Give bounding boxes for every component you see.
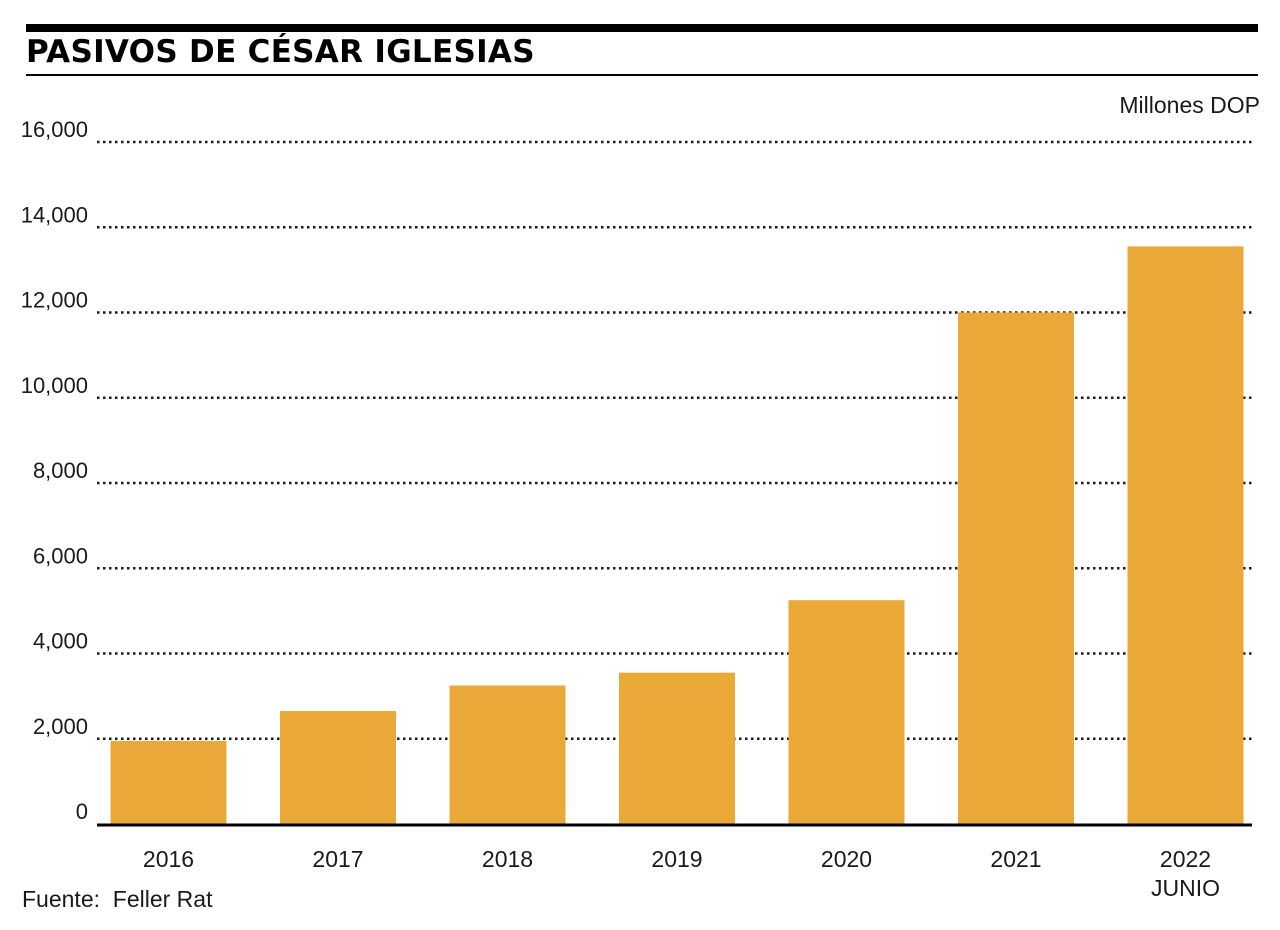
- bar-2017: [280, 711, 396, 824]
- bar-2018: [449, 685, 566, 824]
- x-tick-label: 2017: [312, 846, 363, 872]
- x-tick-label: 2021: [990, 846, 1041, 872]
- x-tick-label: 2019: [651, 846, 702, 872]
- y-tick-label: 8,000: [33, 458, 88, 483]
- y-tick-label: 16,000: [21, 117, 88, 142]
- bar-2022: [1127, 246, 1244, 824]
- x-tick-label: 2022: [1160, 846, 1211, 872]
- x-tick-label: 2018: [482, 846, 533, 872]
- chart-title: PASIVOS DE CÉSAR IGLESIAS: [26, 34, 535, 70]
- y-tick-label: 14,000: [21, 202, 88, 227]
- y-tick-label: 0: [76, 799, 88, 824]
- top-rule: [26, 24, 1258, 32]
- unit-label: Millones DOP: [1119, 92, 1260, 118]
- y-tick-label: 2,000: [33, 714, 88, 739]
- x-tick-label: 2020: [821, 846, 872, 872]
- bar-2021: [958, 312, 1074, 824]
- y-tick-label: 12,000: [21, 288, 88, 313]
- y-tick-label: 4,000: [33, 629, 88, 654]
- source-note: Fuente: Feller Rat: [22, 886, 213, 912]
- title-rule: [26, 74, 1258, 76]
- x-tick-sublabel: JUNIO: [1151, 875, 1220, 901]
- bar-2019: [619, 672, 735, 824]
- y-tick-label: 6,000: [33, 543, 88, 568]
- bar-2020: [788, 600, 905, 824]
- x-tick-label: 2016: [143, 846, 194, 872]
- bar-2016: [110, 740, 227, 824]
- y-tick-label: 10,000: [21, 373, 88, 398]
